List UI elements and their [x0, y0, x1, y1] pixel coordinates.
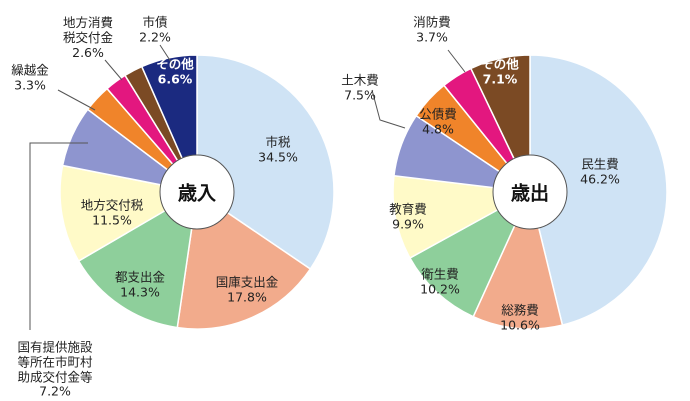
leader-line: [29, 142, 88, 330]
category-name: 国有提供施設 等所在市町村 助成交付金等: [17, 339, 93, 384]
value-label: 3.7%: [416, 29, 448, 44]
value-label: 9.9%: [392, 216, 424, 231]
value-label: 7.2%: [39, 383, 71, 399]
value-label: 7.5%: [344, 87, 376, 102]
category-name: 総務費: [501, 302, 539, 318]
slice-label: 国庫支出金 17.8%: [215, 274, 279, 305]
category-name: 土木費: [341, 72, 379, 88]
value-label: 2.2%: [139, 29, 171, 44]
value-label: 7.1%: [482, 71, 518, 86]
value-label: 14.3%: [120, 284, 160, 299]
category-name: 消防費: [413, 14, 451, 30]
category-name: 地方交付税: [80, 197, 144, 213]
category-name: 公債費: [419, 106, 457, 122]
category-name: 市税: [265, 134, 291, 150]
value-label: 3.3%: [14, 77, 46, 92]
category-name: 地方消費 税交付金: [62, 14, 114, 45]
slice-label: 消防費 3.7%: [413, 14, 451, 45]
value-label: 10.2%: [420, 281, 460, 296]
category-name: 繰越金: [11, 62, 49, 78]
pie-slice: [196, 54, 335, 271]
leader-line: [57, 89, 96, 111]
value-label: 34.5%: [258, 149, 298, 164]
category-name: 衛生費: [421, 266, 459, 282]
slice-label: 総務費 10.6%: [500, 302, 540, 333]
slice-label: その他 6.6%: [156, 56, 194, 87]
category-name: 市債: [142, 14, 168, 30]
slice-label: 繰越金 3.3%: [11, 62, 49, 93]
category-name: 国庫支出金: [215, 274, 279, 290]
slice-label: 土木費 7.5%: [341, 72, 379, 103]
pie-slice: [408, 190, 532, 318]
slice-label: 教育費 9.9%: [389, 201, 427, 232]
slice-label: 地方交付税 11.5%: [80, 197, 144, 228]
value-label: 17.8%: [227, 289, 267, 304]
value-label: 10.6%: [500, 317, 540, 332]
value-label: 46.2%: [580, 171, 620, 186]
category-name: 都支出金: [114, 269, 166, 285]
pie-slice: [472, 189, 564, 330]
leader-line: [447, 49, 466, 73]
value-label: 4.8%: [422, 121, 454, 136]
chart-title: 歳出: [510, 182, 550, 205]
slice-label: 国有提供施設 等所在市町村 助成交付金等 7.2%: [17, 339, 93, 400]
leader-line: [159, 44, 176, 69]
donut-hole: [159, 154, 235, 230]
pie-slice: [77, 190, 198, 329]
chart-title: 歳入: [177, 182, 217, 205]
pie-slice: [529, 54, 668, 327]
leader-lines: [29, 44, 466, 330]
value-label: 11.5%: [92, 212, 132, 227]
category-name: 教育費: [389, 201, 427, 217]
donut-hole: [492, 154, 568, 230]
slice-label: 市債 2.2%: [139, 14, 171, 45]
slice-label: 民生費 46.2%: [580, 156, 620, 187]
value-label: 2.6%: [72, 44, 104, 60]
category-name: 民生費: [581, 156, 619, 172]
leader-line: [104, 59, 123, 81]
leader-line: [371, 89, 406, 129]
category-name: その他: [481, 56, 519, 72]
value-label: 6.6%: [157, 71, 193, 86]
slice-label: その他 7.1%: [481, 56, 519, 87]
slice-label: 衛生費 10.2%: [420, 266, 460, 297]
slice-label: 公債費 4.8%: [419, 106, 457, 137]
slice-label: 地方消費 税交付金 2.6%: [62, 14, 114, 60]
slice-label: 市税 34.5%: [258, 134, 298, 165]
category-name: その他: [156, 56, 194, 72]
slice-label: 都支出金 14.3%: [114, 269, 166, 300]
